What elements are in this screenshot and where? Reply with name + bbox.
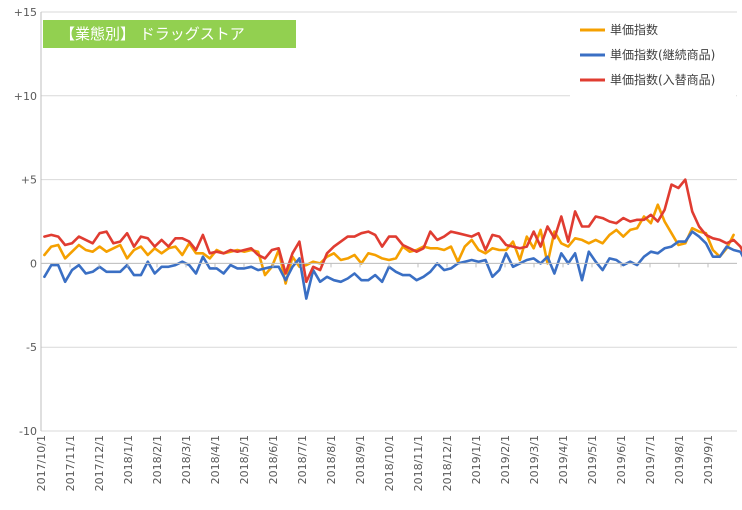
x-tick-label: 2018/12/1 [441, 435, 454, 491]
x-tick-label: 2019/2/1 [499, 435, 512, 484]
x-tick-label: 2017/12/1 [93, 435, 106, 491]
x-tick-label: 2018/7/1 [296, 435, 309, 484]
series-line-1 [43, 230, 742, 300]
x-tick-label: 2018/5/1 [238, 435, 251, 484]
x-tick-label: 2018/3/1 [180, 435, 193, 484]
y-tick-label: +15 [14, 6, 37, 19]
badge-text: 【業態別】 ドラッグストア [60, 25, 245, 43]
x-tick-label: 2018/9/1 [354, 435, 367, 484]
x-tick-label: 2019/6/1 [615, 435, 628, 484]
x-tick-label: 2018/10/1 [383, 435, 396, 491]
x-tick-label: 2019/8/1 [673, 435, 686, 484]
y-tick-label: +5 [21, 174, 37, 187]
x-tick-label: 2019/4/1 [557, 435, 570, 484]
legend-label-0: 単価指数 [610, 22, 658, 37]
chart-badge: 【業態別】 ドラッグストア [43, 20, 296, 48]
x-tick-label: 2018/6/1 [267, 435, 280, 484]
series-line-0 [43, 203, 735, 285]
x-tick-label: 2019/9/1 [702, 435, 715, 484]
y-tick-label: -10 [19, 425, 37, 438]
badge-background [43, 20, 296, 48]
x-tick-label: 2017/11/1 [64, 435, 77, 491]
x-axis-ticks: 2017/10/1 2017/11/1 2017/12/1 2018/1/1 2018/… [35, 263, 715, 491]
series-lines [43, 178, 742, 300]
y-tick-label: 0 [30, 257, 37, 270]
y-tick-label: +10 [14, 90, 37, 103]
x-tick-label: 2018/1/1 [122, 435, 135, 484]
x-tick-label: 2018/4/1 [209, 435, 222, 484]
series-line-2 [43, 178, 742, 284]
x-tick-label: 2019/3/1 [528, 435, 541, 484]
x-tick-label: 2019/5/1 [586, 435, 599, 484]
y-axis-ticks: +15 +10 +5 0 -5 -10 [14, 6, 37, 438]
legend-label-2: 単価指数(入替商品) [610, 72, 715, 87]
x-tick-label: 2019/1/1 [470, 435, 483, 484]
x-tick-label: 2018/2/1 [151, 435, 164, 484]
x-tick-label: 2018/8/1 [325, 435, 338, 484]
x-tick-label: 2018/11/1 [412, 435, 425, 491]
legend-label-1: 単価指数(継続商品) [610, 47, 715, 62]
x-tick-label: 2019/7/1 [644, 435, 657, 484]
y-tick-label: -5 [26, 341, 37, 354]
x-tick-label: 2017/10/1 [35, 435, 48, 491]
